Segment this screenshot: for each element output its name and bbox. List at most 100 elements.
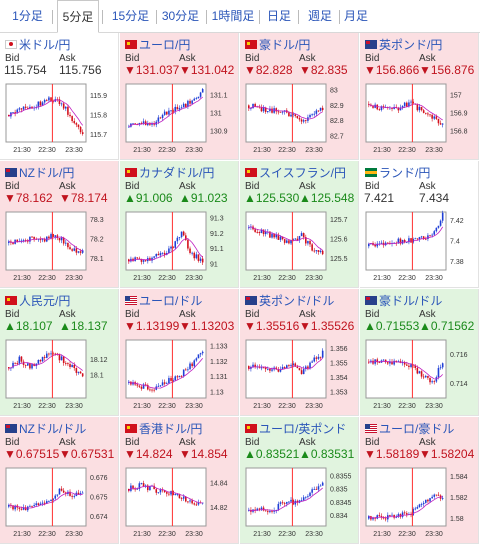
bid-price: 115.754 — [4, 63, 47, 77]
pair-name[interactable]: ランド/円 — [379, 165, 431, 180]
rate-card[interactable]: 豪ドル/ドル Bid Ask ▲0.71553 ▲0.71562 0.716 0.714 21… — [360, 289, 479, 416]
pair-name[interactable]: NZドル/ドル — [19, 421, 87, 436]
mini-chart[interactable]: 91.3 91.2 91.1 91 21:30 22:30 23:30 — [122, 208, 239, 286]
mini-chart[interactable]: 125.7 125.6 125.5 21:30 22:30 23:30 — [242, 208, 359, 286]
mini-chart[interactable]: 0.716 0.714 21:30 22:30 23:30 — [362, 336, 479, 414]
candle-body — [27, 363, 29, 366]
mini-chart[interactable]: 18.12 18.1 21:30 22:30 23:30 — [2, 336, 119, 414]
pair-name[interactable]: ユーロ/ドル — [139, 293, 203, 308]
x-tick-label: 22:30 — [158, 531, 176, 538]
pair-header[interactable]: カナダドル/円 — [125, 164, 214, 180]
mini-chart[interactable]: 14.84 14.82 21:30 22:30 23:30 — [122, 464, 239, 542]
tab-4[interactable]: 1時間足 — [211, 9, 255, 23]
rate-card[interactable]: 米ドル/円 Bid Ask 115.754 115.756 115.9 115.8 115.7… — [0, 33, 119, 160]
pair-name[interactable]: スイスフラン/円 — [259, 165, 346, 180]
pair-name[interactable]: ユーロ/円 — [139, 37, 191, 52]
pair-name[interactable]: ユーロ/英ポンド — [259, 421, 347, 436]
pair-header[interactable]: NZドル/ドル — [5, 420, 86, 436]
tab-1[interactable]: 5分足 — [57, 0, 99, 33]
mini-chart[interactable]: 131.1 131 130.9 21:30 22:30 23:30 — [122, 80, 239, 158]
pair-name[interactable]: 英ポンド/ドル — [259, 293, 335, 308]
candle-body — [81, 132, 84, 135]
pair-header[interactable]: ユーロ/豪ドル — [365, 420, 454, 436]
candle-body — [81, 373, 84, 377]
candle-body — [35, 503, 38, 506]
rate-card[interactable]: NZドル/円 Bid Ask ▼78.162 ▼78.174 78.3 78.2 78.1 21… — [0, 161, 119, 288]
pair-header[interactable]: ユーロ/ドル — [125, 292, 202, 308]
mini-chart[interactable]: 157 156.9 156.8 21:30 22:30 23:30 — [362, 80, 479, 158]
candle-body — [54, 353, 57, 355]
tab-7[interactable]: 月足 — [343, 9, 368, 23]
pair-name[interactable]: 豪ドル/円 — [259, 37, 311, 52]
mini-chart[interactable]: 83 82.9 82.8 82.7 21:30 22:30 23:30 — [242, 80, 359, 158]
candle-body — [416, 104, 419, 111]
rate-card[interactable]: ユーロ/ドル Bid Ask ▼1.13199 ▼1.13203 1.133 1.132 1.… — [120, 289, 239, 416]
candle-body — [281, 111, 284, 113]
pair-name[interactable]: 人民元/円 — [19, 293, 71, 308]
tab-0[interactable]: 1分足 — [12, 9, 43, 23]
rate-grid: 米ドル/円 Bid Ask 115.754 115.756 115.9 115.8 115.7… — [0, 33, 480, 544]
candle-body — [140, 258, 143, 262]
pair-header[interactable]: 英ポンド/ドル — [245, 292, 334, 308]
pair-name[interactable]: カナダドル/円 — [139, 165, 215, 180]
candle-body — [138, 258, 141, 260]
rate-card[interactable]: 人民元/円 Bid Ask ▲18.107 ▲18.137 18.12 18.1 21:30 2… — [0, 289, 119, 416]
mini-chart[interactable]: 78.3 78.2 78.1 21:30 22:30 23:30 — [2, 208, 119, 286]
mini-chart[interactable]: 7.42 7.4 7.38 21:30 22:30 23:30 — [362, 208, 479, 286]
flag-icon — [125, 423, 137, 433]
pair-name[interactable]: 豪ドル/ドル — [379, 293, 443, 308]
rate-card[interactable]: 英ポンド/円 Bid Ask ▼156.866 ▼156.876 157 156.9 156.… — [360, 33, 479, 160]
tab-6[interactable]: 週足 — [307, 9, 332, 23]
pair-header[interactable]: 米ドル/円 — [5, 36, 70, 52]
tab-3[interactable]: 30分足 — [161, 9, 200, 23]
y-tick-label: 130.9 — [210, 129, 228, 136]
rate-card[interactable]: ユーロ/豪ドル Bid Ask ▼1.58189 ▼1.58204 1.584 1.582 1… — [360, 417, 479, 544]
rate-card[interactable]: 豪ドル/円 Bid Ask ▼82.828 ▼82.835 83 82.9 82.8 82.7 2… — [240, 33, 359, 160]
pair-name[interactable]: 米ドル/円 — [19, 37, 71, 52]
rate-card[interactable]: NZドル/ドル Bid Ask ▼0.67515 ▼0.67531 0.676 0.675 0… — [0, 417, 119, 544]
pair-header[interactable]: 豪ドル/ドル — [365, 292, 442, 308]
bid-price: ▼82.828 — [244, 63, 293, 77]
pair-name[interactable]: ユーロ/豪ドル — [379, 421, 455, 436]
pair-name[interactable]: 香港ドル/円 — [139, 421, 203, 436]
pair-name[interactable]: NZドル/円 — [19, 165, 75, 180]
pair-header[interactable]: 豪ドル/円 — [245, 36, 310, 52]
pair-header[interactable]: スイスフラン/円 — [245, 164, 346, 180]
candle-body — [294, 114, 297, 116]
pair-name[interactable]: 英ポンド/円 — [379, 37, 443, 52]
pair-header[interactable]: NZドル/円 — [5, 164, 74, 180]
pair-header[interactable]: ユーロ/円 — [125, 36, 190, 52]
tab-separator — [206, 10, 207, 24]
pair-header[interactable]: 英ポンド/円 — [365, 36, 442, 52]
mini-chart[interactable]: 1.133 1.132 1.131 1.13 21:30 22:30 23:30 — [122, 336, 239, 414]
pair-header[interactable]: ユーロ/英ポンド — [245, 420, 346, 436]
rate-card[interactable]: スイスフラン/円 Bid Ask ▲125.530 ▲125.548 125.7 125.6… — [240, 161, 359, 288]
chart-plot-area — [245, 467, 327, 527]
mini-chart[interactable]: 115.9 115.8 115.7 21:30 22:30 23:30 — [2, 80, 119, 158]
rate-card[interactable]: カナダドル/円 Bid Ask ▲91.006 ▲91.023 91.3 91.2 91.1 9… — [120, 161, 239, 288]
rate-card[interactable]: 英ポンド/ドル Bid Ask ▼1.35516 ▼1.35526 1.356 1.355 1… — [240, 289, 359, 416]
mini-chart[interactable]: 1.356 1.355 1.354 1.353 21:30 22:30 23:30 — [242, 336, 359, 414]
rate-card[interactable]: 香港ドル/円 Bid Ask ▼14.824 ▼14.854 14.84 14.82 21:3… — [120, 417, 239, 544]
pair-header[interactable]: 香港ドル/円 — [125, 420, 202, 436]
tab-separator — [259, 10, 260, 24]
candle-body — [50, 97, 52, 102]
rate-card[interactable]: ユーロ/円 Bid Ask ▼131.037 ▼131.042 131.1 131 130.9… — [120, 33, 239, 160]
tab-2[interactable]: 15分足 — [111, 9, 150, 23]
tab-5[interactable]: 日足 — [266, 9, 291, 23]
rate-card[interactable]: ランド/円 Bid Ask 7.421 7.434 7.42 7.4 7.38 21:30 22:… — [360, 161, 479, 288]
mini-chart[interactable]: 0.8355 0.835 0.8345 0.834 21:30 22:30 23:30 — [242, 464, 359, 542]
ask-price: ▼131.042 — [179, 63, 235, 77]
rate-card[interactable]: ユーロ/英ポンド Bid Ask ▲0.83521 ▲0.83531 0.8355 0.83… — [240, 417, 359, 544]
pair-header[interactable]: 人民元/円 — [5, 292, 70, 308]
mini-chart[interactable]: 0.676 0.675 0.674 21:30 22:30 23:30 — [2, 464, 119, 542]
mini-chart[interactable]: 1.584 1.582 1.58 21:30 22:30 23:30 — [362, 464, 479, 542]
chart-plot-area — [365, 339, 447, 399]
pair-header[interactable]: ランド/円 — [365, 164, 430, 180]
x-tick-label: 23:30 — [305, 403, 323, 410]
y-tick-label: 0.834 — [330, 513, 348, 520]
candle-body — [62, 103, 65, 109]
candle-body — [294, 363, 297, 367]
candle-body — [33, 505, 35, 507]
candle-body — [199, 353, 202, 355]
